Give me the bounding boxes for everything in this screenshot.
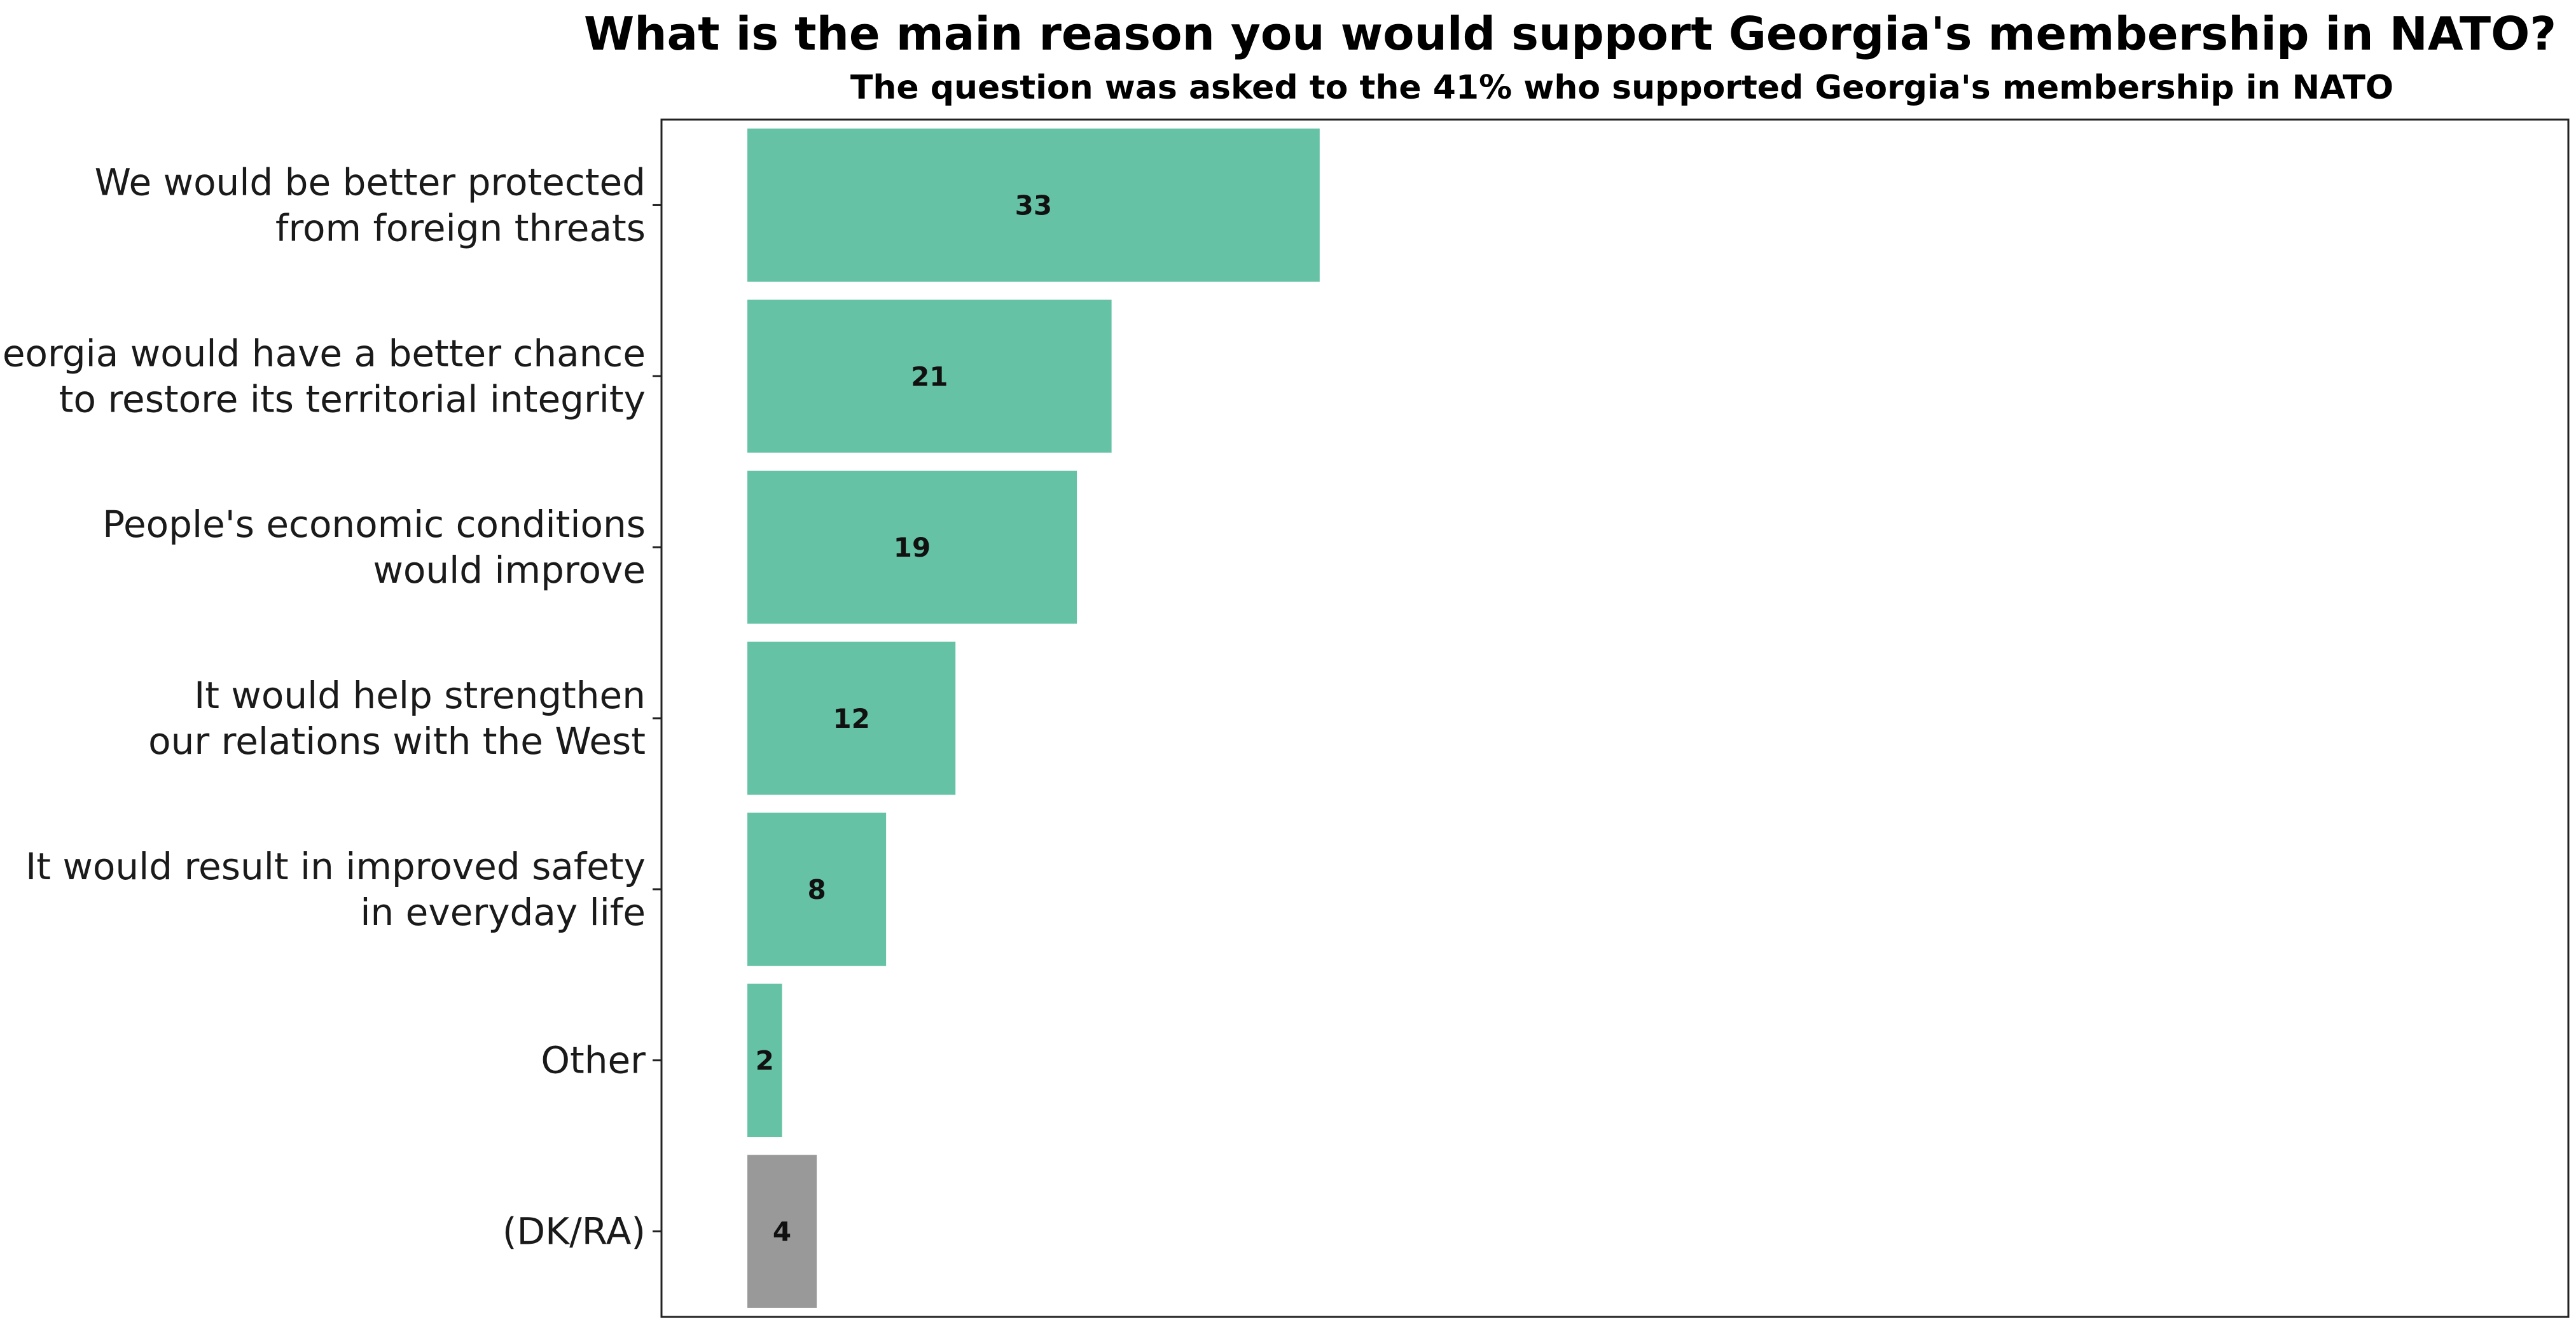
category-label-5-line-0: Other [541, 1039, 646, 1082]
bar-series: 33 We would be better protected from forei… [0, 129, 1320, 1308]
bar-value-label-2: 19 [894, 532, 931, 563]
bar-4 [747, 812, 887, 966]
category-label-4-line-1: in everyday life [360, 891, 646, 934]
bar-3 [747, 641, 956, 795]
category-label-3-line-0: It would help strengthen [194, 674, 646, 717]
chart-title: What is the main reason you would suppor… [584, 7, 2576, 60]
bar-value-label-3: 12 [833, 703, 869, 734]
bar-value-label-6: 4 [773, 1216, 791, 1248]
category-label-4-line-0: It would result in improved safety [25, 845, 646, 888]
category-label-3: It would help strengthen our relations wi… [148, 674, 646, 763]
bar-2 [747, 470, 1077, 624]
category-label-2-line-0: People's economic conditions [102, 503, 646, 546]
bar-value-label-0: 33 [1015, 190, 1052, 221]
bar-value-label-1: 21 [911, 361, 948, 392]
category-label-4: It would result in improved safety in eve… [25, 845, 646, 934]
category-label-5: Other [541, 1039, 646, 1082]
bar-5 [747, 984, 782, 1138]
category-label-1-line-1: to restore its territorial integrity [59, 377, 646, 421]
bar-0 [747, 129, 1320, 282]
category-label-2-line-1: would improve [373, 548, 646, 592]
bar-1 [747, 299, 1112, 453]
category-label-6-line-0: (DK/RA) [502, 1210, 646, 1253]
category-label-3-line-1: our relations with the West [148, 720, 646, 763]
category-label-0-line-1: from foreign threats [275, 206, 646, 249]
bar-value-label-5: 2 [756, 1045, 774, 1076]
category-label-0-line-0: We would be better protected [95, 160, 646, 204]
category-label-0: We would be better protected from foreign… [95, 160, 646, 249]
category-label-6: (DK/RA) [502, 1210, 646, 1253]
category-label-1: Georgia would have a better chance to res… [0, 331, 646, 421]
bar-value-label-4: 8 [807, 874, 826, 905]
category-label-2: People's economic conditions would improv… [102, 503, 646, 592]
chart-subtitle: The question was asked to the 41% who su… [850, 69, 2393, 107]
bar-6 [747, 1155, 817, 1308]
category-label-1-line-0: Georgia would have a better chance [0, 331, 646, 375]
